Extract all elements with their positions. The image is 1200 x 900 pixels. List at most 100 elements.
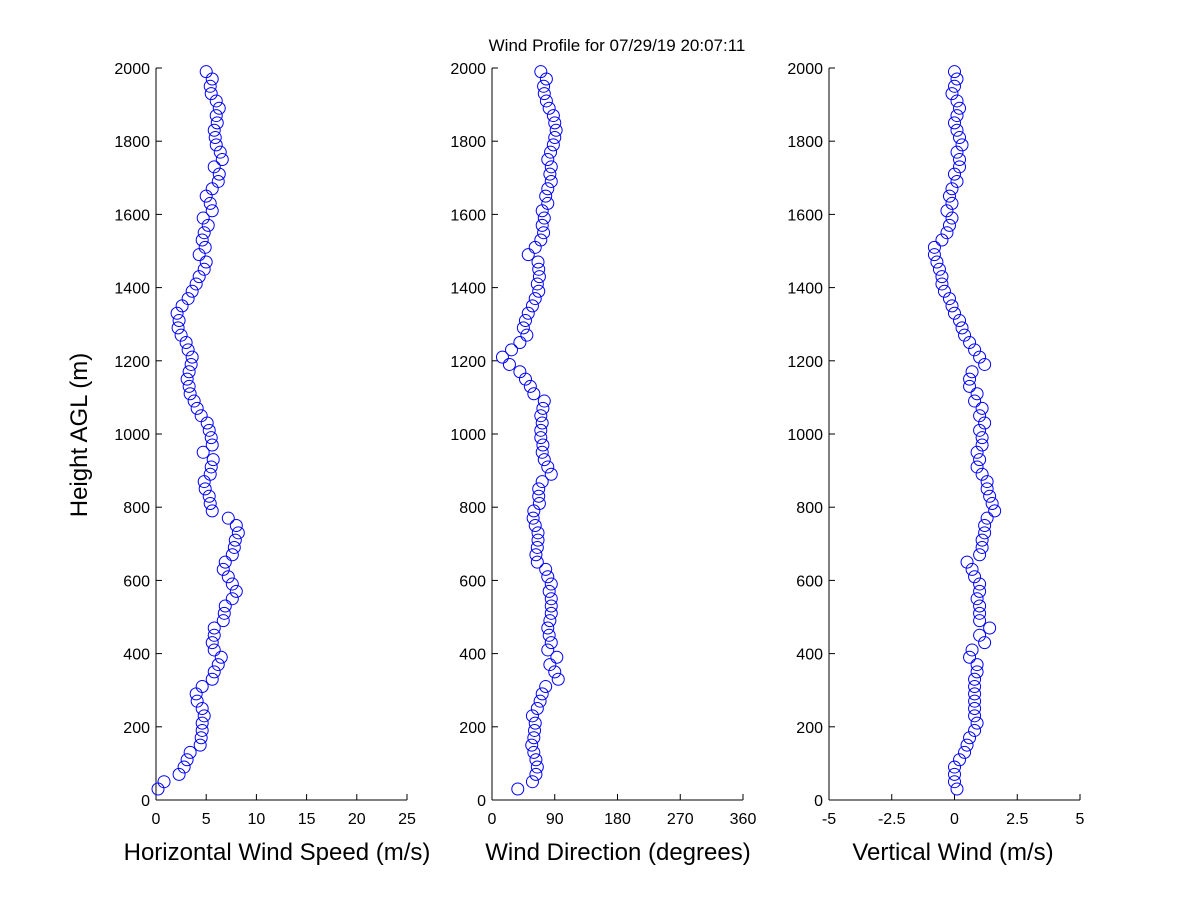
vertical-wind-data-point <box>948 65 961 79</box>
speed-data-point <box>177 760 191 774</box>
vertical-wind-data-point <box>948 760 961 774</box>
speed-data-point <box>183 387 197 401</box>
vertical-wind-data-point <box>950 94 964 108</box>
vertical-wind-data-point <box>965 365 979 379</box>
vertical-wind-data-point <box>955 138 969 152</box>
direction-data-point <box>549 123 563 137</box>
vertical-wind-x-tick-label: 5 <box>1076 811 1085 828</box>
speed-data-point <box>225 548 239 562</box>
direction-data-point <box>544 160 558 174</box>
direction-data-point <box>525 709 539 723</box>
direction-x-axis-label: Wind Direction (degrees) <box>485 839 750 866</box>
direction-data-point <box>541 570 555 584</box>
direction-data-point <box>518 314 532 328</box>
speed-data-point <box>190 694 204 708</box>
speed-data-point <box>204 87 218 101</box>
speed-x-tick-label: 15 <box>298 811 316 828</box>
direction-data-point <box>541 643 555 657</box>
vertical-wind-data-point <box>973 409 987 423</box>
direction-y-tick-label: 1600 <box>450 207 486 224</box>
speed-y-tick-label: 1600 <box>114 207 150 224</box>
vertical-wind-y-tick-label: 200 <box>796 720 823 737</box>
speed-data-point <box>179 336 193 349</box>
direction-data-point <box>531 526 545 540</box>
direction-panel: Wind Direction (degrees) 0 200 400 600 800 10… <box>450 61 756 866</box>
direction-data-point <box>548 131 562 145</box>
speed-data-point <box>182 379 196 393</box>
vertical-wind-data-point <box>940 204 954 218</box>
speed-data-point <box>207 123 221 137</box>
speed-data-point <box>227 540 241 554</box>
speed-data-point <box>214 650 228 664</box>
vertical-wind-data-point <box>953 314 967 328</box>
vertical-wind-data-point <box>978 519 992 532</box>
direction-y-tick-label: 1200 <box>450 354 486 371</box>
speed-data-point <box>183 745 197 759</box>
direction-data-point <box>542 584 556 598</box>
speed-x-axis-label: Horizontal Wind Speed (m/s) <box>124 839 431 866</box>
direction-data-point <box>537 87 551 101</box>
direction-y-tick-label: 800 <box>459 500 486 517</box>
vertical-wind-data-point <box>948 167 961 181</box>
vertical-wind-data-point <box>950 782 964 796</box>
direction-data-point <box>544 592 558 606</box>
speed-data-point <box>216 614 230 628</box>
direction-data-point <box>525 299 539 313</box>
vertical-wind-data-point <box>942 292 956 306</box>
vertical-wind-data-point <box>968 723 982 737</box>
speed-y-tick-label: 1400 <box>114 281 150 298</box>
direction-data-point <box>542 628 556 642</box>
vertical-wind-data-point <box>975 431 989 445</box>
speed-data-point <box>205 636 219 650</box>
speed-data-point <box>171 321 185 335</box>
direction-data-point <box>534 423 548 437</box>
speed-y-tick-label: 2000 <box>114 61 150 78</box>
vertical-wind-y-tick-label: 800 <box>796 500 823 517</box>
vertical-wind-y-tick-label: 1800 <box>787 134 823 151</box>
vertical-wind-data-point <box>973 577 987 591</box>
vertical-wind-data-point <box>963 372 977 386</box>
direction-data-point <box>530 702 544 715</box>
direction-data-point <box>551 672 565 686</box>
speed-data-point <box>202 423 216 437</box>
vertical-wind-data-point <box>975 540 989 554</box>
direction-data-point <box>532 284 546 298</box>
vertical-wind-data-point <box>968 570 982 584</box>
direction-data-point <box>537 211 551 225</box>
vertical-wind-data-point <box>953 160 967 174</box>
speed-data-point <box>201 218 215 232</box>
direction-data-point <box>528 716 542 730</box>
vertical-wind-data-point <box>970 445 984 459</box>
vertical-wind-data-point <box>975 467 989 481</box>
direction-data-point <box>523 379 537 393</box>
speed-data-point <box>180 753 194 767</box>
speed-data-point <box>195 680 209 694</box>
direction-data-point <box>539 680 553 694</box>
vertical-wind-data-point <box>958 745 972 759</box>
speed-data-point <box>205 672 219 686</box>
speed-data-point <box>180 372 194 386</box>
vertical-wind-panel: Vertical Wind (m/s) 0 200 400 600 800 1000 120… <box>787 61 1084 866</box>
vertical-wind-y-tick-label: 400 <box>796 647 823 664</box>
speed-y-tick-label: 400 <box>123 647 150 664</box>
direction-data-point <box>537 394 551 408</box>
direction-data-point <box>539 94 553 108</box>
speed-data-point <box>207 643 221 657</box>
direction-y-tick-label: 2000 <box>450 61 486 78</box>
vertical-wind-data-point <box>968 694 982 708</box>
vertical-wind-data-point <box>968 702 982 715</box>
vertical-wind-data-point <box>980 475 994 489</box>
vertical-wind-data-point <box>968 343 982 357</box>
vertical-wind-data-point <box>968 687 982 701</box>
direction-data-point <box>536 438 550 452</box>
speed-data-point <box>202 489 216 503</box>
speed-data-point <box>203 79 217 93</box>
speed-data-point <box>197 262 211 276</box>
speed-data-point <box>206 453 220 467</box>
speed-data-point <box>218 599 232 613</box>
vertical-wind-data-point <box>945 299 959 313</box>
vertical-wind-data-point <box>973 606 987 620</box>
speed-data-point <box>195 702 209 715</box>
vertical-wind-x-tick-label: -2.5 <box>878 811 906 828</box>
vertical-wind-data-point <box>953 153 967 166</box>
